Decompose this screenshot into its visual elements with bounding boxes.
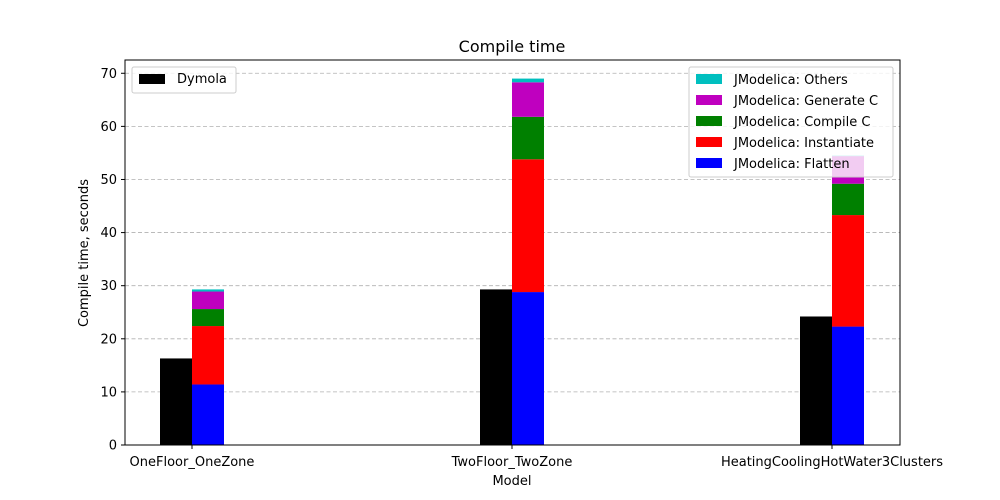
bar-jmodelica-compile-c	[512, 116, 544, 160]
bar-jmodelica-compile-c	[192, 309, 224, 327]
bar-jmodelica-others	[512, 78, 544, 83]
y-tick-label: 70	[100, 67, 117, 82]
bar-jmodelica-instantiate	[192, 326, 224, 385]
legend-dymola: Dymola	[131, 66, 237, 94]
y-tick-label: 10	[100, 385, 117, 400]
x-tick-label: OneFloor_OneZone	[130, 455, 255, 470]
y-tick-label: 50	[100, 173, 117, 188]
bar-jmodelica-flatten	[832, 326, 864, 445]
bar-dymola	[800, 316, 832, 445]
legend-swatch	[696, 74, 722, 84]
bar-jmodelica-others	[192, 289, 224, 292]
legend-label-dymola: Dymola	[177, 72, 227, 87]
y-axis-label: Compile time, seconds	[77, 179, 92, 327]
y-tick-label: 0	[109, 439, 117, 454]
x-tick-label: HeatingCoolingHotWater3Clusters	[721, 455, 943, 470]
legend-frame	[131, 66, 237, 94]
ticks: 0 10 20 30 40 50 60 70 OneFloor_OneZone TwoFloor_…	[100, 67, 943, 470]
legend-label: JModelica: Instantiate	[733, 136, 874, 151]
bar-jmodelica-generate-c	[192, 291, 224, 310]
bar-jmodelica-flatten	[192, 384, 224, 445]
y-tick-label: 20	[100, 332, 117, 347]
legend-label: JModelica: Generate C	[733, 94, 878, 109]
legend-frame	[688, 66, 894, 178]
legend-label: JModelica: Compile C	[733, 115, 870, 130]
legend-swatch	[696, 95, 722, 105]
legend-swatch	[696, 116, 722, 126]
bar-dymola	[480, 289, 512, 445]
bars	[160, 78, 864, 445]
x-axis-label: Model	[492, 474, 531, 489]
chart-title: Compile time	[459, 37, 566, 56]
legend-label: JModelica: Others	[733, 73, 848, 88]
bar-jmodelica-generate-c	[512, 82, 544, 117]
legend-swatch-dymola	[139, 74, 165, 84]
bar-jmodelica-instantiate	[512, 159, 544, 293]
y-tick-label: 60	[100, 120, 117, 135]
bar-jmodelica-flatten	[512, 292, 544, 445]
legend-swatch	[696, 137, 722, 147]
legend-swatch	[696, 158, 722, 168]
y-tick-label: 30	[100, 279, 117, 294]
bar-jmodelica-instantiate	[832, 215, 864, 327]
legend-jmodelica: JModelica: Others JModelica: Generate C JM…	[688, 66, 894, 178]
bar-dymola	[160, 358, 192, 445]
x-tick-label: TwoFloor_TwoZone	[451, 455, 573, 470]
y-tick-label: 40	[100, 226, 117, 241]
legend-label: JModelica: Flatten	[733, 157, 850, 172]
bar-jmodelica-compile-c	[832, 183, 864, 216]
